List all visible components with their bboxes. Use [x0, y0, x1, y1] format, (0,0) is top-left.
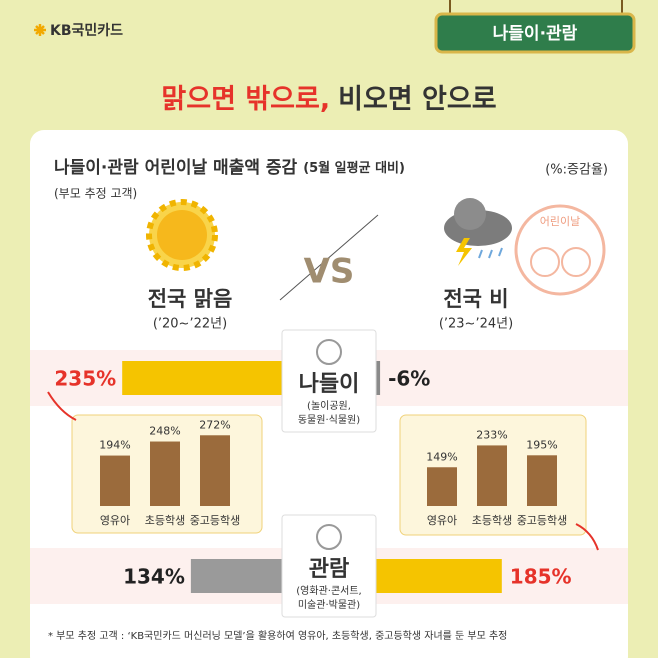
- sun: [157, 210, 207, 260]
- bar: [200, 435, 230, 506]
- value-label: 149%: [426, 450, 457, 463]
- bar: [427, 467, 457, 506]
- bar: [376, 559, 502, 593]
- bar: [100, 455, 130, 506]
- bar: [376, 361, 381, 395]
- logo-icon: [34, 24, 46, 36]
- category-label: 영유아: [427, 514, 457, 527]
- bar: [122, 361, 282, 395]
- category-label: 초등학생: [145, 514, 185, 527]
- category-label: 초등학생: [472, 514, 512, 527]
- stamp-circle: [514, 204, 606, 296]
- tag-box: [434, 12, 636, 54]
- vs: VS: [304, 252, 355, 292]
- title-note: (5월 일평균 대비): [303, 160, 405, 176]
- sunny-period: (’20~’22년): [153, 317, 227, 332]
- rainy-period: (’23~’24년): [439, 317, 513, 332]
- section-desc: 미술관·박물관): [298, 599, 360, 611]
- headline-part: 맑으면 밖으로,: [161, 84, 330, 115]
- category-label: 중고등학생: [190, 514, 241, 527]
- bar: [477, 445, 507, 506]
- value-label: 185%: [510, 565, 572, 589]
- headline: 맑으면 밖으로, 비오면 안으로: [161, 84, 496, 115]
- value-label: 272%: [199, 418, 230, 431]
- value-label: -6%: [388, 367, 430, 391]
- brand-logo: KB국민카드: [34, 22, 123, 39]
- stamp-face: [561, 247, 591, 277]
- stamp: 어린이날: [540, 215, 580, 228]
- stamp-face: [530, 247, 560, 277]
- title: 나들이·관람 어린이날 매출액 증감: [54, 157, 298, 178]
- divider: [279, 214, 379, 301]
- section-name: 관람: [309, 557, 349, 582]
- category-label: 영유아: [100, 514, 130, 527]
- value-label: 134%: [123, 565, 185, 589]
- headline-part: 비오면 안으로: [338, 84, 496, 115]
- sun-icon: [146, 199, 218, 271]
- value-label: 194%: [99, 439, 130, 452]
- footnote: * 부모 추정 고객 : ‘KB국민카드 머신러닝 모델’을 활용하여 영유아,…: [48, 629, 507, 642]
- arrow: [575, 523, 599, 551]
- bar: [190, 559, 282, 593]
- category-label: 중고등학생: [517, 514, 568, 527]
- chart-layer: 235% -6% 나들이 (놀이공원, 동물원·식물원) 194% 영유아 248% 초등학생 2…: [54, 329, 572, 618]
- section-desc: 동물원·식물원): [298, 414, 360, 426]
- unit: (%:증감율): [545, 163, 608, 178]
- rain: [478, 247, 503, 259]
- center-box: [281, 329, 377, 433]
- value-label: 195%: [526, 438, 557, 451]
- value-label: 235%: [54, 367, 116, 391]
- chart-title: 나들이·관람 어린이날 매출액 증감 (5월 일평균 대비): [54, 157, 405, 178]
- arrow: [47, 391, 77, 421]
- section-desc: (영화관·콘서트,: [296, 585, 361, 597]
- tag: 나들이·관람: [493, 23, 578, 44]
- center-box: [281, 514, 377, 618]
- section-icon: [316, 524, 342, 550]
- section-desc: (놀이공원,: [307, 400, 351, 412]
- sunny-label: 전국 맑음: [148, 287, 233, 311]
- value-label: 233%: [476, 428, 507, 441]
- section-icon: [316, 339, 342, 365]
- subtitle: (부모 추정 고객): [54, 187, 137, 201]
- bar: [150, 441, 180, 506]
- rainy-label: 전국 비: [443, 287, 508, 311]
- section-name: 나들이: [299, 372, 360, 397]
- cloud-icon: [444, 198, 512, 266]
- value-label: 248%: [149, 425, 180, 438]
- brand-name: KB국민카드: [50, 22, 123, 39]
- bar: [527, 455, 557, 506]
- cloud: [454, 198, 486, 230]
- lightning: [456, 238, 472, 266]
